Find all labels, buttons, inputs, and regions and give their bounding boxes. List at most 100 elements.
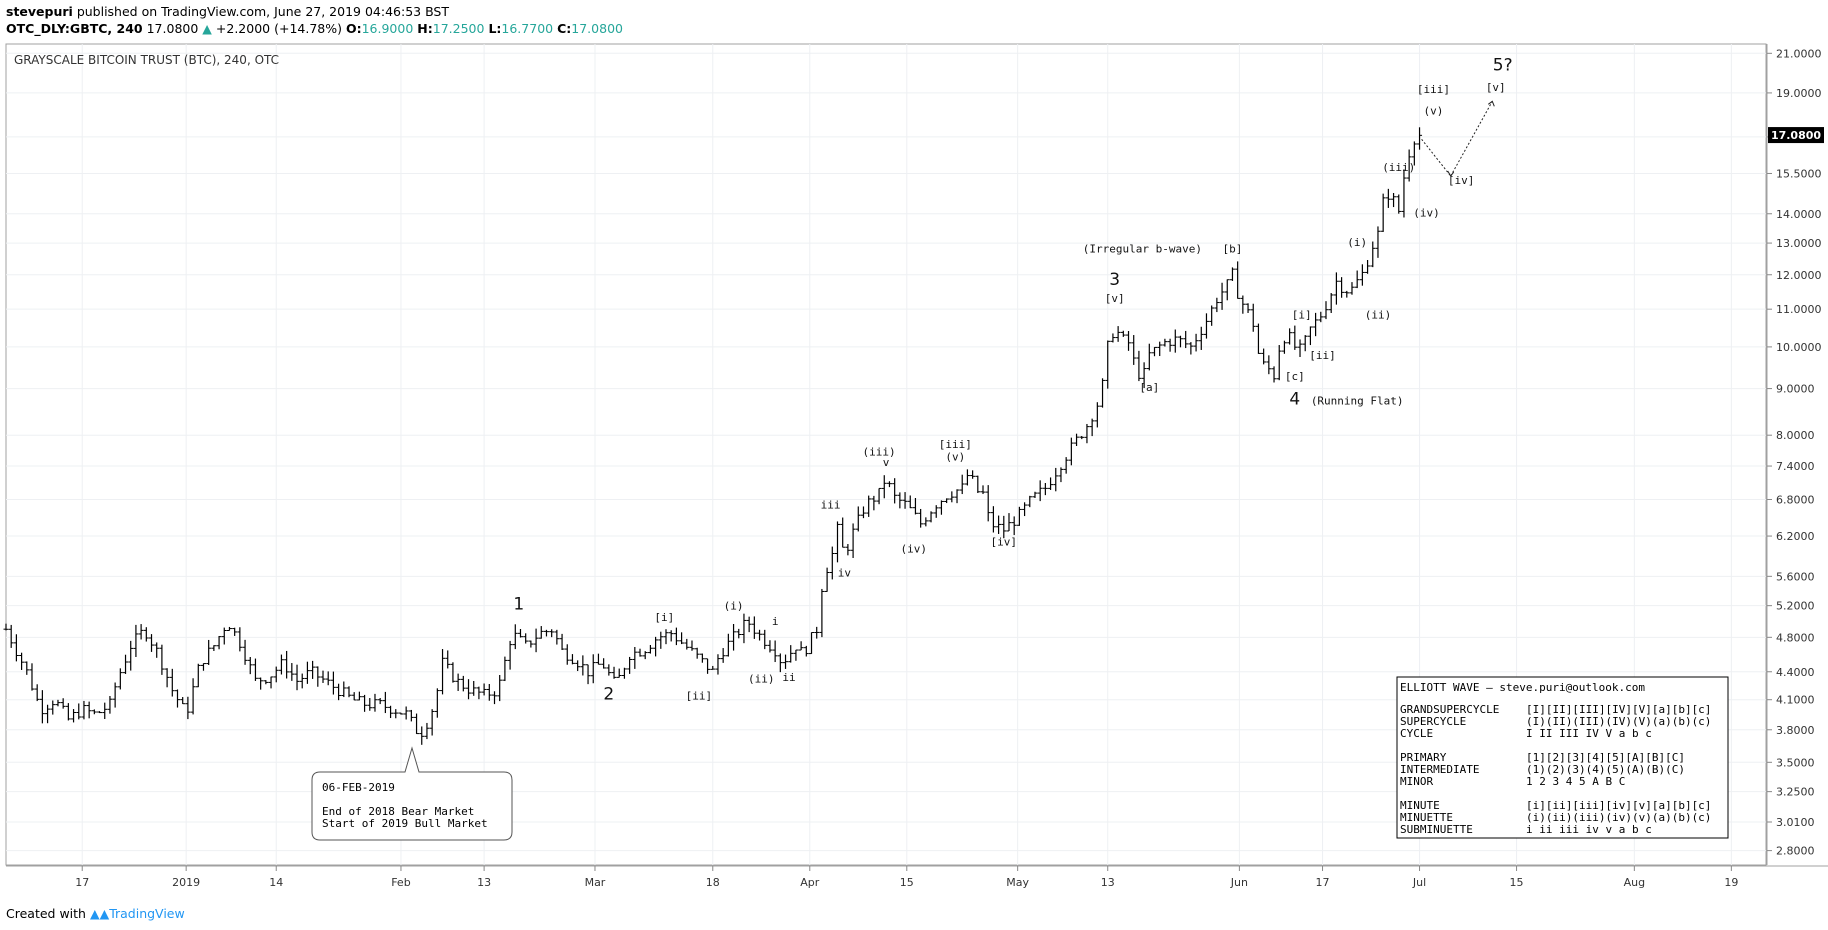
ohlc-bar bbox=[263, 680, 269, 685]
ohlc-bar bbox=[200, 663, 206, 671]
ohlc-bar bbox=[102, 702, 108, 720]
ohlc-bar bbox=[434, 688, 440, 718]
wave-label: (Running Flat) bbox=[1311, 394, 1404, 407]
ohlc-bar bbox=[975, 475, 981, 494]
ohlc-bar bbox=[543, 629, 549, 637]
ohlc-bar bbox=[299, 673, 305, 689]
ohlc-bar bbox=[481, 683, 487, 696]
wave-label: [iii] bbox=[1417, 83, 1450, 96]
wave-label: (iv) bbox=[900, 542, 927, 555]
published-text: published on TradingView.com, June 27, 2… bbox=[76, 4, 449, 19]
ohlc-bar bbox=[1177, 335, 1183, 348]
wave-label: [iv] bbox=[991, 536, 1018, 549]
ohlc-bar bbox=[50, 700, 56, 715]
high-label: H: bbox=[417, 21, 433, 36]
wave-label: 2 bbox=[603, 685, 614, 705]
ohlc-bar bbox=[642, 651, 648, 660]
ohlc-bar bbox=[310, 660, 316, 679]
ohlc-bar bbox=[294, 664, 300, 691]
ohlc-bar bbox=[621, 667, 627, 679]
ohlc-bar bbox=[138, 624, 144, 640]
ohlc-bar bbox=[1146, 343, 1152, 371]
time-tick-label: Apr bbox=[800, 876, 820, 889]
ohlc-bar bbox=[788, 645, 794, 663]
wave-label: 4 bbox=[1289, 389, 1300, 409]
ohlc-bar bbox=[39, 690, 45, 724]
ohlc-bar bbox=[1406, 149, 1412, 182]
callout-line-2: Start of 2019 Bull Market bbox=[322, 817, 488, 830]
ohlc-bar bbox=[689, 640, 695, 651]
ohlc-bar bbox=[71, 709, 77, 723]
ohlc-bar bbox=[19, 652, 25, 670]
ohlc-bar bbox=[273, 666, 279, 683]
wave-label: (i) bbox=[1347, 236, 1367, 249]
open-value: 16.9000 bbox=[361, 21, 414, 36]
ohlc-bar bbox=[1370, 241, 1376, 268]
ohlc-bar bbox=[1318, 311, 1324, 323]
ohlc-bar bbox=[964, 469, 970, 486]
ohlc-bar bbox=[382, 691, 388, 714]
ohlc-bar bbox=[1016, 506, 1022, 526]
ohlc-bar bbox=[1032, 491, 1038, 498]
tradingview-brand-link[interactable]: TradingView bbox=[109, 906, 185, 921]
ohlc-bar bbox=[1292, 325, 1298, 350]
ohlc-bar bbox=[123, 654, 129, 674]
wave-label: (iii) bbox=[863, 445, 896, 458]
wave-label: (v) bbox=[1423, 104, 1443, 117]
ohlc-bar bbox=[1089, 418, 1095, 437]
ohlc-bar bbox=[388, 705, 394, 719]
wave-label: [i] bbox=[654, 611, 674, 624]
ohlc-bar bbox=[29, 663, 35, 691]
ohlc-bar bbox=[429, 709, 435, 736]
ohlc-bar bbox=[1188, 342, 1194, 355]
wave-label: (iii) bbox=[1382, 161, 1415, 174]
ohlc-bar bbox=[497, 674, 503, 702]
ohlc-bar bbox=[133, 624, 139, 657]
ohlc-bar bbox=[679, 632, 685, 645]
ohlc-bar bbox=[143, 627, 149, 642]
ohlc-bar bbox=[1307, 326, 1313, 346]
ohlc-bar bbox=[1224, 279, 1230, 301]
ohlc-bar bbox=[268, 676, 274, 689]
ohlc-bar bbox=[336, 683, 342, 701]
ohlc-bar bbox=[1131, 335, 1137, 365]
ohlc-bar bbox=[959, 474, 965, 495]
ohlc-bar bbox=[1354, 270, 1360, 289]
ohlc-bar bbox=[575, 660, 581, 672]
legend-degree-notation: 1 2 3 4 5 A B C bbox=[1526, 775, 1625, 788]
ohlc-bar bbox=[907, 495, 913, 509]
ohlc-bar bbox=[710, 665, 716, 670]
legend-degree-notation: (1)(2)(3)(4)(5)(A)(B)(C) bbox=[1526, 763, 1685, 776]
ohlc-bar bbox=[834, 521, 840, 563]
ohlc-bar bbox=[206, 639, 212, 666]
wave-label: v bbox=[883, 456, 890, 469]
created-with-text: Created with bbox=[6, 906, 86, 921]
up-arrow-icon: ▲ bbox=[202, 21, 212, 36]
ohlc-bar bbox=[107, 695, 113, 714]
ohlc-bar bbox=[216, 635, 222, 650]
ohlc-bar bbox=[985, 485, 991, 522]
ohlc-bar bbox=[694, 647, 700, 659]
ohlc-bar bbox=[731, 624, 737, 651]
ohlc-bar bbox=[232, 627, 238, 636]
symbol-label: OTC_DLY:GBTC, 240 bbox=[6, 21, 143, 36]
ohlc-bar bbox=[341, 681, 347, 698]
ohlc-bar bbox=[1339, 277, 1345, 298]
ohlc-bar bbox=[798, 641, 804, 651]
ohlc-bar bbox=[876, 487, 882, 505]
legend-degree-name: GRANDSUPERCYCLE bbox=[1400, 703, 1499, 716]
price-tick-label: 15.5000 bbox=[1776, 167, 1822, 180]
ohlc-bar bbox=[377, 697, 383, 705]
ohlc-bar bbox=[757, 629, 763, 641]
legend-degree-name: MINUTE bbox=[1400, 799, 1440, 812]
author-link[interactable]: stevepuri bbox=[6, 4, 73, 19]
wave-label: [a] bbox=[1139, 381, 1159, 394]
ohlc-bar bbox=[1276, 345, 1282, 381]
wave-label: (iv) bbox=[1413, 207, 1440, 220]
ohlc-bar bbox=[304, 661, 310, 684]
ohlc-bar bbox=[819, 588, 825, 638]
ohlc-bar bbox=[668, 630, 674, 642]
ohlc-bar bbox=[767, 640, 773, 653]
ohlc-bar bbox=[1053, 467, 1059, 492]
